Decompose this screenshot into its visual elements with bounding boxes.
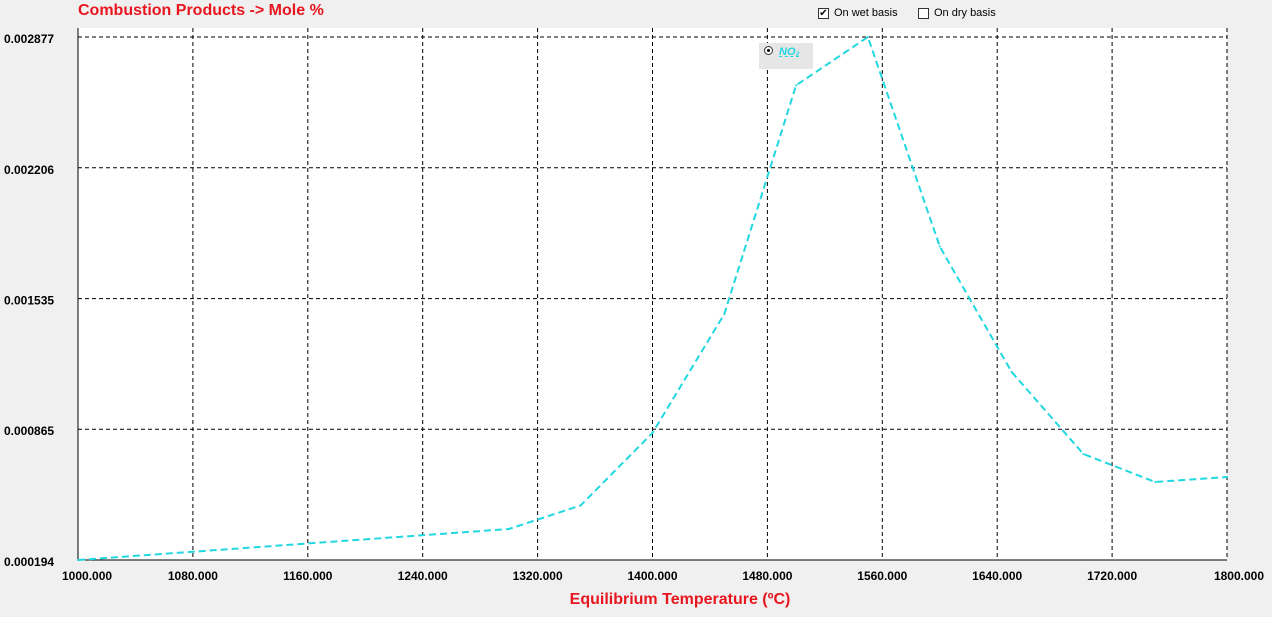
grid-lines (78, 28, 1228, 560)
data-point (723, 312, 726, 315)
data-point (1226, 475, 1228, 478)
x-tick-label: 1160.000 (283, 569, 333, 583)
data-point (795, 84, 798, 87)
wet-basis-checkbox[interactable]: ✔ (818, 7, 829, 19)
x-tick-label: 1560.000 (857, 569, 907, 583)
x-tick-labels: 1000.000 1080.000 1160.000 1240.000 1320.000… (62, 569, 1264, 583)
data-point (1154, 481, 1157, 484)
wet-basis-option[interactable]: ✔ On wet basis (818, 7, 898, 19)
data-point (1082, 452, 1085, 455)
y-tick-labels: 0.002877 0.002206 0.001535 0.000865 0.000194 (4, 32, 54, 569)
y-tick-label: 0.001535 (4, 294, 54, 308)
data-point (579, 504, 582, 507)
data-point (1010, 370, 1013, 373)
y-tick-label: 0.000865 (4, 424, 54, 438)
series-lines (77, 35, 1228, 561)
x-tick-label: 1480.000 (742, 569, 792, 583)
chart-title: Combustion Products -> Mole % (78, 2, 324, 19)
y-tick-label: 0.002206 (4, 163, 54, 177)
data-point (651, 431, 654, 434)
data-point (507, 528, 510, 531)
legend: NO₂ (759, 43, 813, 69)
x-tick-label: 1080.000 (168, 569, 218, 583)
x-tick-label: 1720.000 (1087, 569, 1137, 583)
dry-basis-label: On dry basis (934, 7, 996, 19)
legend-series-name: NO₂ (779, 46, 800, 58)
data-point (938, 245, 941, 248)
x-tick-label: 1000.000 (62, 569, 112, 583)
x-tick-label: 1320.000 (513, 569, 563, 583)
x-axis-label: Equilibrium Temperature (ºC) (570, 591, 791, 608)
dry-basis-option[interactable]: On dry basis (918, 7, 996, 19)
y-tick-label: 0.002877 (4, 32, 54, 46)
dry-basis-checkbox[interactable] (918, 7, 929, 19)
series-line-no2 (77, 35, 1228, 561)
x-tick-label: 1640.000 (972, 569, 1022, 583)
x-tick-label: 1240.000 (398, 569, 448, 583)
y-tick-label: 0.000194 (4, 555, 54, 569)
x-tick-label: 1800.000 (1214, 569, 1264, 583)
wet-basis-label: On wet basis (834, 7, 898, 19)
data-point (77, 559, 79, 561)
legend-series-radio[interactable] (764, 46, 773, 55)
data-point (866, 36, 869, 38)
x-tick-label: 1400.000 (627, 569, 677, 583)
